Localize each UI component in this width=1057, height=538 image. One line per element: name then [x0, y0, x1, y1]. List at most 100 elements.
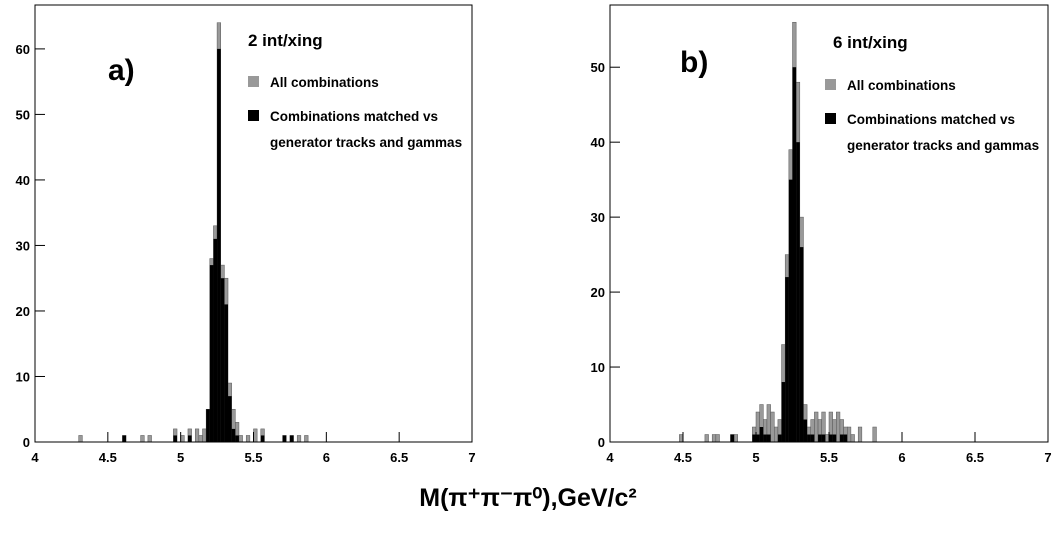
histogram-bar	[122, 435, 127, 442]
legend-label: All combinations	[270, 75, 379, 90]
histogram-bar	[260, 435, 265, 442]
histogram-bar	[147, 435, 152, 443]
histogram-bar	[810, 434, 815, 442]
histogram-bar	[715, 434, 720, 443]
histogram-bar	[807, 434, 811, 442]
histogram-bar	[289, 435, 294, 442]
histogram-bar	[814, 411, 819, 443]
histogram-bar	[220, 278, 225, 442]
legend-label: Combinations matched vs generator tracks …	[847, 112, 1039, 153]
legend-label: Combinations matched vs generator tracks …	[270, 109, 462, 150]
histogram-bar	[180, 435, 185, 443]
histogram-bar	[759, 427, 764, 442]
y-tick-label: 10	[16, 369, 30, 384]
y-tick-label: 60	[16, 42, 30, 57]
histogram-bar	[774, 426, 779, 443]
histogram-bar	[752, 434, 756, 442]
histogram-bar	[872, 426, 877, 443]
annotation: 2 int/xing	[248, 31, 323, 50]
legend-line: Combinations matched vs	[270, 109, 438, 124]
histogram-bar	[832, 434, 837, 442]
histogram-bar	[843, 434, 848, 442]
y-tick-label: 20	[591, 285, 605, 300]
x-tick-label: 4	[31, 450, 39, 465]
x-tick-label: 4.5	[674, 450, 692, 465]
y-tick-label: 50	[16, 107, 30, 122]
y-tick-label: 30	[16, 238, 30, 253]
histogram-bar	[799, 247, 804, 442]
y-tick-label: 10	[591, 360, 605, 375]
histogram-bar	[217, 48, 221, 443]
histogram-bar	[704, 434, 709, 443]
y-tick-label: 50	[591, 60, 605, 75]
histogram-bar	[235, 435, 239, 442]
histogram-bar	[839, 434, 844, 442]
y-tick-label: 20	[16, 304, 30, 319]
legend-line: All combinations	[847, 78, 956, 93]
legend-line: Combinations matched vs	[847, 112, 1015, 127]
histogram-bar	[224, 304, 229, 442]
x-tick-label: 7	[1044, 450, 1051, 465]
histogram-bar	[825, 434, 830, 443]
y-tick-label: 0	[598, 435, 605, 450]
legend-swatch	[248, 76, 259, 87]
panel-label: b)	[680, 46, 708, 79]
histogram-bar	[796, 142, 800, 443]
histogram-bar	[777, 434, 782, 442]
histogram-bar	[679, 434, 684, 443]
legend-swatch	[248, 110, 259, 121]
histogram-bar	[711, 434, 717, 443]
histogram-bar	[766, 434, 771, 442]
histogram-bar	[187, 435, 192, 442]
histogram-bar	[198, 435, 203, 443]
histogram-bar	[781, 382, 786, 442]
legend-swatch	[825, 79, 836, 90]
x-tick-label: 5.5	[244, 450, 262, 465]
histogram-bar	[173, 435, 178, 442]
histogram-bar	[282, 435, 287, 442]
legend-line: All combinations	[270, 75, 379, 90]
plot-frame	[34, 4, 473, 443]
histogram-bar	[245, 435, 251, 443]
histogram-bar	[857, 426, 863, 443]
histogram-bar	[763, 434, 767, 442]
x-tick-label: 7	[468, 450, 475, 465]
histogram-bar	[140, 435, 145, 443]
histogram-bar	[231, 428, 236, 442]
y-tick-label: 30	[591, 210, 605, 225]
x-axis-label: M(π⁺π⁻π⁰),GeV/c²	[419, 484, 636, 512]
histogram-bar	[730, 434, 735, 442]
histogram-bar	[818, 434, 822, 442]
histogram-bar	[228, 396, 232, 442]
histogram-bar	[829, 434, 833, 442]
x-tick-label: 5.5	[820, 450, 838, 465]
annotation: 6 int/xing	[833, 33, 908, 52]
histogram-bar	[296, 435, 302, 443]
x-tick-label: 5	[752, 450, 759, 465]
histogram-bar	[850, 434, 855, 443]
histogram-bar	[770, 411, 775, 443]
legend-label: All combinations	[847, 78, 956, 93]
x-tick-label: 4	[606, 450, 614, 465]
x-tick-label: 6	[323, 450, 330, 465]
histogram-bar	[238, 435, 243, 443]
x-tick-label: 6.5	[390, 450, 408, 465]
panel-label: a)	[108, 54, 135, 87]
histogram-bar	[803, 419, 808, 442]
legend-line: generator tracks and gammas	[270, 135, 462, 150]
histogram-bar	[202, 428, 207, 443]
histogram-bar	[792, 67, 797, 442]
x-tick-label: 4.5	[99, 450, 117, 465]
histogram-bar	[194, 428, 200, 443]
y-tick-label: 40	[16, 173, 30, 188]
histogram-bar	[821, 434, 826, 442]
plot-frame	[609, 4, 1049, 443]
legend-swatch	[825, 113, 836, 124]
x-tick-label: 6	[898, 450, 905, 465]
histogram-bar	[304, 435, 309, 443]
y-tick-label: 40	[591, 135, 605, 150]
x-tick-label: 6.5	[966, 450, 984, 465]
histogram-bar	[78, 435, 83, 443]
x-tick-label: 5	[177, 450, 184, 465]
